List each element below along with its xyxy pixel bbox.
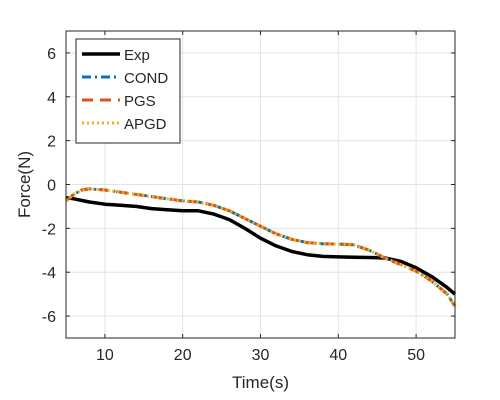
x-tick-label: 30 — [252, 347, 270, 364]
series-line-exp — [65, 195, 457, 296]
legend-label-exp: Exp — [124, 47, 150, 64]
x-tick-label: 40 — [329, 347, 347, 364]
y-tick-label: 0 — [47, 178, 56, 195]
legend-label-apgd: APGD — [124, 116, 167, 133]
y-tick-label: 6 — [47, 46, 56, 63]
y-tick-label: 4 — [47, 90, 56, 107]
legend: Exp COND PGS APGD — [75, 38, 181, 144]
y-tick-label: -6 — [42, 309, 56, 326]
y-tick-label: -4 — [42, 265, 56, 282]
legend-label-cond: COND — [124, 70, 168, 87]
y-tick-label: -2 — [42, 221, 56, 238]
series-line-apgd — [65, 187, 457, 308]
legend-box — [75, 38, 181, 144]
y-axis-label: Force(N) — [15, 151, 34, 218]
y-tick-label: 2 — [47, 134, 56, 151]
series-line-pgs — [65, 187, 457, 308]
x-tick-label: 50 — [407, 347, 425, 364]
x-axis-label: Time(s) — [232, 373, 289, 392]
series-layer — [65, 187, 457, 308]
legend-label-pgs: PGS — [124, 93, 156, 110]
x-tick-label: 20 — [174, 347, 192, 364]
x-tick-label: 10 — [96, 347, 114, 364]
